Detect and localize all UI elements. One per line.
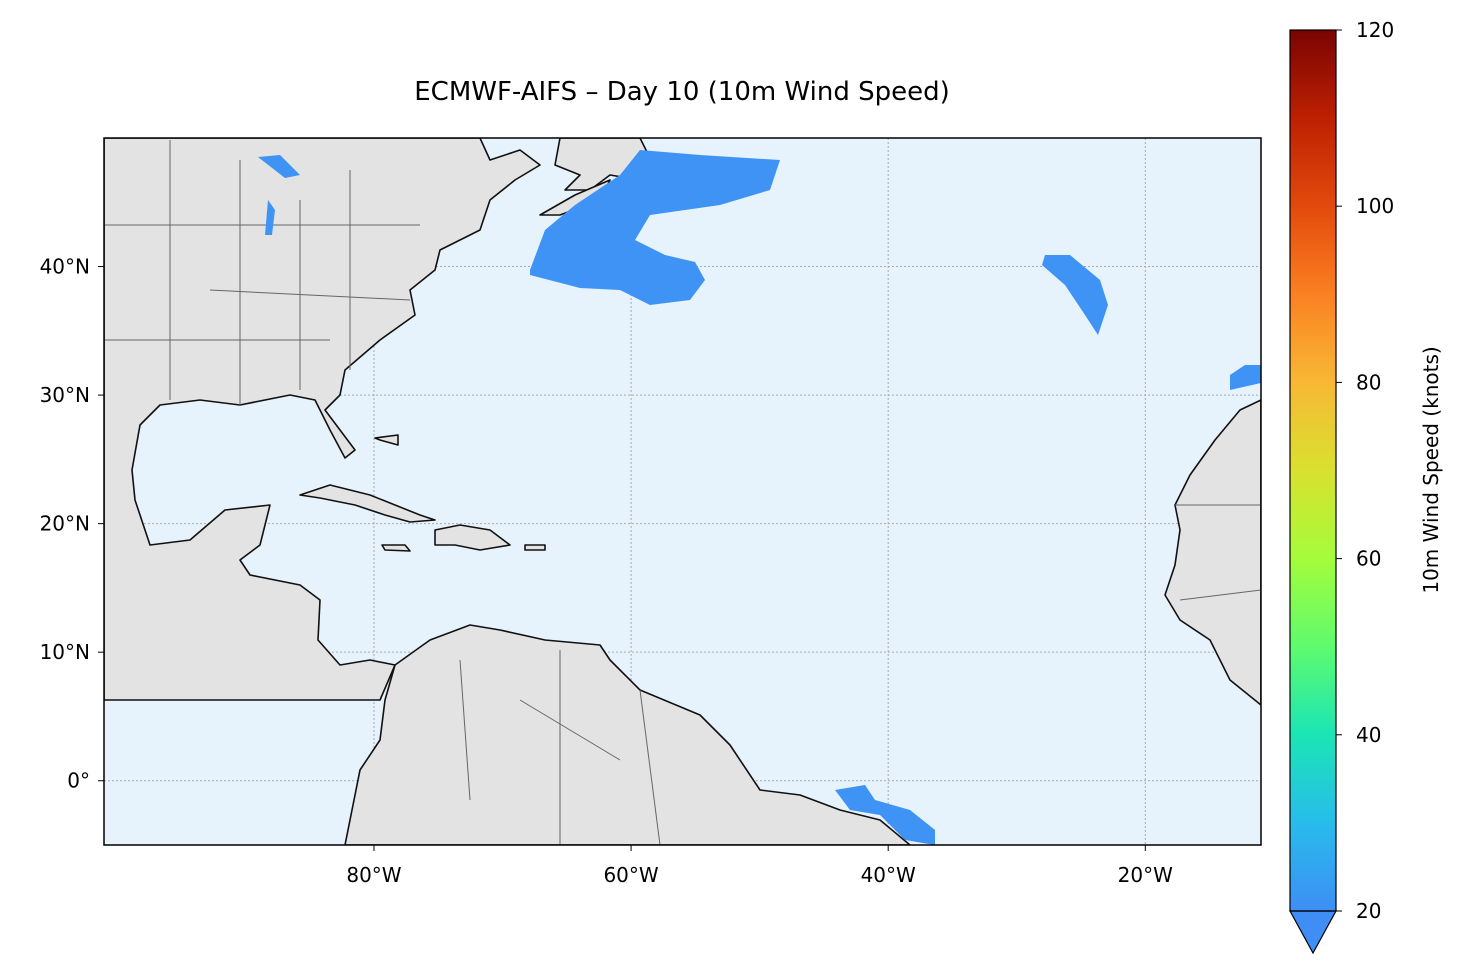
y-tick-label: 40°N bbox=[40, 255, 90, 279]
bahamas bbox=[374, 434, 399, 446]
y-tick-label: 10°N bbox=[40, 640, 90, 664]
colorbar: 20 40 60 80 100 120 10m Wind Speed (knots) bbox=[1288, 18, 1443, 955]
borders bbox=[104, 140, 1261, 845]
jamaica bbox=[381, 544, 411, 552]
colorbar-tick-label: 40 bbox=[1356, 723, 1381, 747]
chart-title: ECMWF-AIFS – Day 10 (10m Wind Speed) bbox=[414, 77, 950, 107]
colorbar-frame bbox=[1289, 29, 1337, 912]
y-tick-label: 30°N bbox=[40, 383, 90, 407]
y-tick-label: 20°N bbox=[40, 512, 90, 536]
x-tick-label: 80°W bbox=[346, 863, 401, 887]
x-tick-label: 40°W bbox=[861, 863, 916, 887]
colorbar-tick-label: 60 bbox=[1356, 547, 1381, 571]
africa bbox=[1164, 399, 1261, 706]
colorbar-tick-label: 100 bbox=[1356, 194, 1394, 218]
map-frame bbox=[103, 137, 1262, 846]
colorbar-label: 10m Wind Speed (knots) bbox=[1419, 346, 1443, 593]
land bbox=[104, 138, 1261, 845]
wind-patch bbox=[1230, 365, 1261, 390]
wind-patch bbox=[835, 785, 935, 845]
wind-patch bbox=[530, 150, 780, 305]
axes: 80°W 60°W 40°W 20°W 0° 10°N 20°N 30°N 40°N bbox=[40, 255, 1174, 887]
wind-patch bbox=[1042, 255, 1108, 335]
wind-patch bbox=[258, 155, 300, 235]
colorbar-gradient bbox=[1290, 30, 1336, 911]
colorbar-tick-label: 20 bbox=[1356, 899, 1381, 923]
hispaniola bbox=[434, 524, 511, 551]
x-tick-label: 20°W bbox=[1118, 863, 1173, 887]
colorbar-tick-label: 80 bbox=[1356, 370, 1381, 394]
colorbar-extension bbox=[1288, 910, 1338, 955]
south-america bbox=[344, 624, 911, 845]
cuba bbox=[299, 484, 436, 523]
x-tick-label: 60°W bbox=[603, 863, 658, 887]
colorbar-tick-label: 120 bbox=[1356, 18, 1394, 42]
y-tick-label: 0° bbox=[67, 769, 90, 793]
puerto-rico bbox=[524, 544, 546, 551]
